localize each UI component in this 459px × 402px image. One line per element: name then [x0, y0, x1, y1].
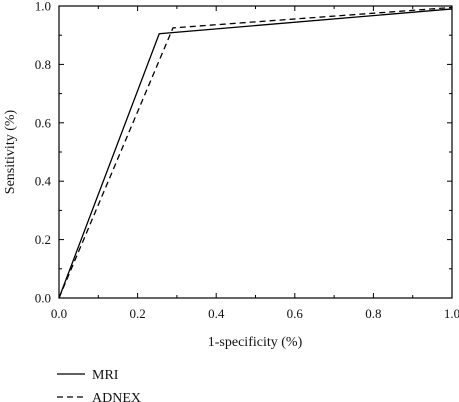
y-tick-label: 0.8 [35, 57, 51, 72]
x-tick-label: 0.0 [51, 306, 67, 321]
x-tick-label: 1.0 [444, 306, 459, 321]
legend-label-adnex: ADNEX [92, 391, 141, 402]
y-tick-label: 0.4 [35, 174, 52, 189]
y-axis-ticks: 0.0 0.2 0.4 0.6 0.8 1.0 [35, 0, 452, 306]
y-axis-title: Sensitivity (%) [3, 109, 18, 194]
x-axis-title: 1-specificity (%) [208, 335, 303, 350]
y-tick-label: 0.2 [35, 232, 51, 247]
x-tick-label: 0.6 [287, 306, 304, 321]
series-lines [58, 6, 453, 299]
y-tick-label: 0.0 [35, 291, 51, 306]
legend-label-mri: MRI [92, 368, 119, 383]
x-axis-ticks: 0.0 0.2 0.4 0.6 0.8 1.0 [51, 6, 459, 321]
x-tick-label: 0.4 [208, 306, 225, 321]
y-tick-label: 1.0 [35, 0, 51, 14]
series-line-adnex [58, 6, 453, 299]
y-tick-label: 0.6 [35, 115, 52, 130]
series-line-mri [58, 8, 453, 299]
plot-frame [58, 5, 453, 299]
x-tick-label: 0.8 [365, 306, 381, 321]
x-tick-label: 0.2 [129, 306, 145, 321]
legend: MRI ADNEX [57, 368, 141, 402]
